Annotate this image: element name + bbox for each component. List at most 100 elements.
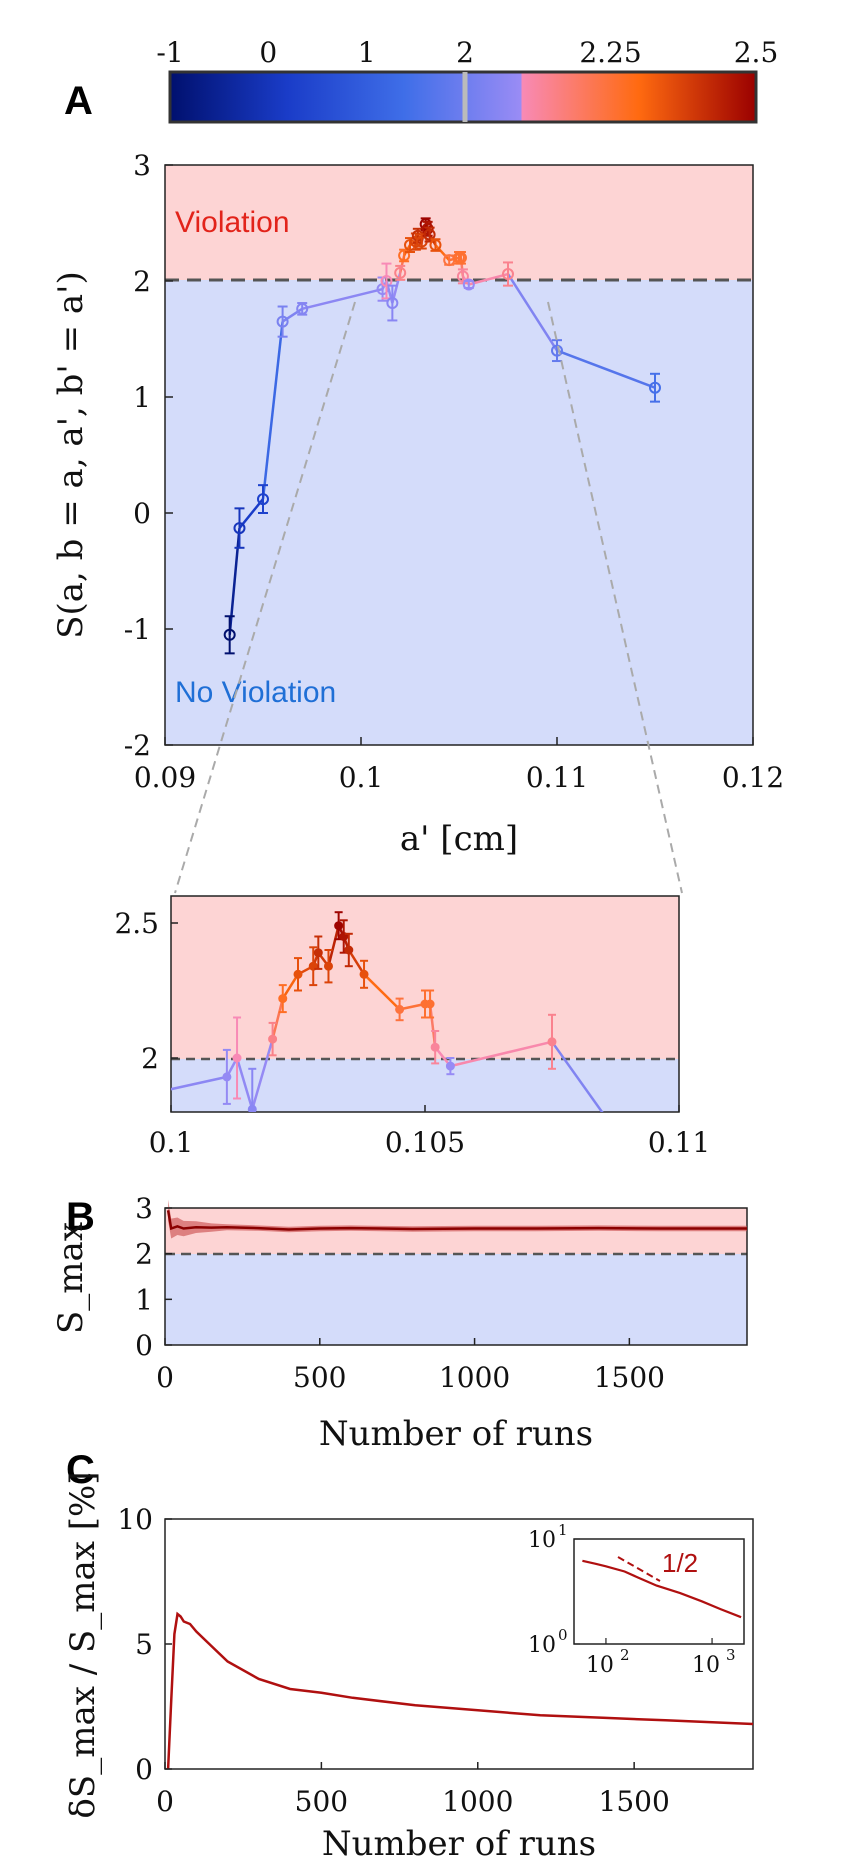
x-tick-label: 0.105 <box>385 1126 465 1159</box>
colorbar-tick-label: 2.5 <box>734 36 779 69</box>
x-tick-label: 0.1 <box>339 761 384 794</box>
data-point <box>233 522 246 535</box>
data-point <box>649 381 661 394</box>
panel-a-inset: 0.1 0.105 0.11 2.5 2 <box>0 895 710 1159</box>
y-tick-label: 10 <box>528 1633 556 1658</box>
data-point <box>425 999 435 1009</box>
inset-series <box>0 911 604 1153</box>
panel-b: 0 500 1000 1500 3 2 1 0 S_max Number of runs <box>51 1192 748 1454</box>
y-tick-exponent: 0 <box>558 1626 568 1644</box>
y-tick-label: 10 <box>117 1503 153 1536</box>
data-point <box>456 270 469 283</box>
zoom-guide-right <box>547 301 683 894</box>
y-tick-label: -1 <box>124 613 151 646</box>
data-point <box>380 275 393 287</box>
data-point <box>445 1061 455 1071</box>
panel-b-ylabel: S_max <box>51 1222 91 1334</box>
series-segment <box>506 273 559 352</box>
slope-label: 1/2 <box>662 1548 698 1578</box>
x-tick-label: 0.09 <box>134 761 196 794</box>
data-point <box>222 1072 232 1082</box>
series-line <box>166 1611 754 1770</box>
x-tick-label: 10 <box>586 1653 614 1678</box>
x-tick-label: 1500 <box>594 1361 665 1394</box>
data-point <box>462 278 475 291</box>
data-point <box>429 239 442 252</box>
inset-noviolation-bg <box>171 1059 679 1112</box>
colorbar-tick-label: 2.25 <box>579 36 641 69</box>
data-point <box>421 222 434 235</box>
data-point <box>394 266 407 279</box>
colorbar-tick-label: 0 <box>259 36 277 69</box>
x-tick-label: 500 <box>293 1361 346 1394</box>
data-point <box>430 1042 440 1052</box>
x-tick-label: 1000 <box>442 1785 513 1818</box>
data-point <box>359 969 369 979</box>
data-point <box>268 1034 278 1044</box>
panel-label-a: A <box>64 79 93 123</box>
data-point <box>454 251 467 264</box>
x-tick-label: 0.11 <box>648 1126 710 1159</box>
series-segment <box>251 1038 274 1110</box>
panel-b-frame <box>164 1207 748 1346</box>
series-segment <box>171 1075 228 1091</box>
panel-label-c: C <box>66 1448 95 1492</box>
x-tick-label: 500 <box>295 1785 348 1818</box>
series-segment <box>301 287 383 311</box>
x-tick-label: 0 <box>156 1785 174 1818</box>
series-segment <box>550 1041 604 1112</box>
data-point <box>247 1104 257 1112</box>
y-tick-label: 3 <box>133 149 151 182</box>
data-point <box>398 249 411 262</box>
data-point <box>278 994 288 1004</box>
y-tick-label: 2 <box>135 1238 153 1271</box>
panel-c-xlabel: Number of runs <box>322 1824 596 1864</box>
inset-violation-bg <box>171 896 679 1059</box>
data-point <box>313 948 323 958</box>
x-tick-label: 1500 <box>599 1785 670 1818</box>
y-tick-label: 2 <box>141 1042 159 1075</box>
x-tick-label: 0 <box>156 1361 174 1394</box>
y-tick-label: 2 <box>133 265 151 298</box>
series-segment <box>434 244 451 261</box>
series-segment <box>0 1123 19 1153</box>
y-tick-label: 0 <box>133 497 151 530</box>
x-tick-label: 0.12 <box>722 761 784 794</box>
data-point <box>551 344 563 357</box>
panel-c-inset: 10 2 10 310 110 0 1/2 <box>528 1521 745 1678</box>
colorbar-tick-label: 1 <box>358 36 376 69</box>
data-point <box>502 268 514 281</box>
c-inset-frame <box>573 1538 745 1645</box>
y-tick-label: 1 <box>135 1283 153 1316</box>
y-tick-label: 0 <box>135 1329 153 1362</box>
panel-b-xlabel: Number of runs <box>319 1414 593 1454</box>
no-violation-label: No Violation <box>175 676 336 709</box>
panel-a-frame <box>164 164 754 746</box>
series-segment <box>238 498 264 529</box>
panel-a: Violation No Violation 0.09 0.1 0.11 0.12 3 2… <box>51 149 784 859</box>
data-point <box>276 315 289 328</box>
panel-label-b: B <box>66 1195 95 1239</box>
x-tick-label: 10 <box>692 1653 720 1678</box>
colorbar-tick-label: 2 <box>456 36 474 69</box>
series-segment <box>281 973 300 1000</box>
panel-a-xlabel: a' [cm] <box>400 819 518 859</box>
panel-a-ylabel: S(a, b = a, a', b' = a') <box>51 271 91 639</box>
series-segment <box>468 272 509 286</box>
y-tick-label: 1 <box>133 381 151 414</box>
series-segment <box>556 349 656 389</box>
x-tick-exponent: 3 <box>726 1646 736 1664</box>
series-segment <box>347 949 366 975</box>
x-tick-exponent: 2 <box>620 1646 630 1664</box>
panel-b-noviolation-bg <box>165 1254 747 1345</box>
series-segment <box>261 321 284 500</box>
series-segment <box>235 1057 254 1110</box>
x-tick-label: 1000 <box>439 1361 510 1394</box>
series-segment <box>281 307 303 323</box>
data-point <box>257 493 269 506</box>
series-line <box>582 1559 742 1619</box>
y-tick-label: 3 <box>135 1192 153 1225</box>
y-tick-label: 5 <box>135 1628 153 1661</box>
